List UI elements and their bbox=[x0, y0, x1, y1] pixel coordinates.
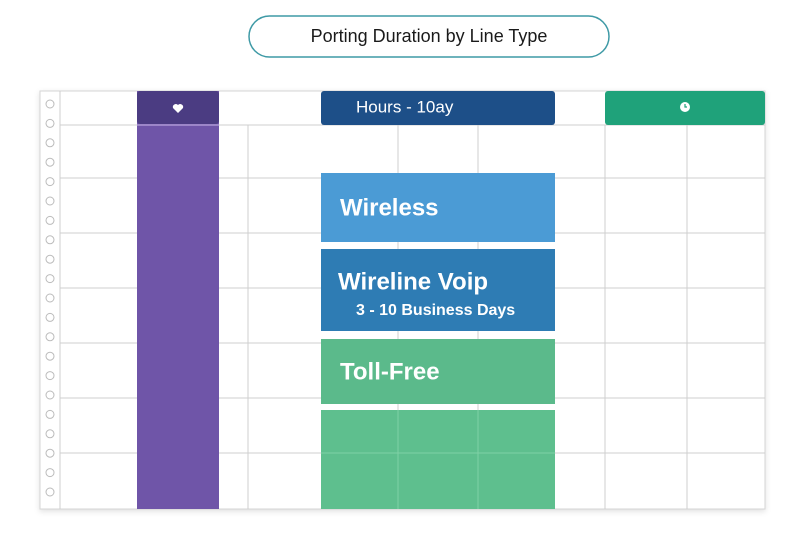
purple-column bbox=[137, 91, 219, 509]
ring bbox=[45, 429, 55, 439]
ring bbox=[45, 468, 55, 478]
ring bbox=[45, 235, 55, 245]
green-grid bbox=[321, 410, 555, 509]
block-detail: 3 - 10 Business Days bbox=[356, 302, 515, 319]
ring bbox=[45, 312, 55, 322]
heart-icon bbox=[172, 104, 184, 113]
title: Porting Duration by Line Type bbox=[311, 26, 548, 46]
ring bbox=[45, 177, 55, 187]
ring bbox=[45, 487, 55, 497]
block-label: Wireless bbox=[340, 194, 439, 221]
ring bbox=[45, 99, 55, 109]
ring bbox=[45, 293, 55, 303]
wireless-block bbox=[321, 173, 555, 242]
block-label: Toll-Free bbox=[340, 358, 440, 385]
ring bbox=[45, 118, 55, 128]
ring bbox=[45, 332, 55, 342]
wireline-block bbox=[321, 249, 555, 331]
ring bbox=[45, 138, 55, 148]
ring bbox=[45, 390, 55, 400]
ring bbox=[45, 157, 55, 167]
ring bbox=[45, 371, 55, 381]
clock-hands bbox=[684, 104, 687, 108]
ring bbox=[45, 254, 55, 264]
ring bbox=[45, 274, 55, 284]
ring bbox=[45, 215, 55, 225]
tollfree-block bbox=[321, 339, 555, 404]
ring bbox=[45, 196, 55, 206]
column-header: Hours - 10ay bbox=[356, 97, 454, 116]
ring bbox=[45, 448, 55, 458]
binding-rings bbox=[45, 99, 55, 497]
green-fill bbox=[321, 410, 555, 509]
title-pill bbox=[248, 15, 610, 58]
blue-header bbox=[321, 91, 555, 125]
block-label: Wireline Voip bbox=[338, 268, 488, 295]
ring bbox=[45, 351, 55, 361]
ring bbox=[45, 409, 55, 419]
